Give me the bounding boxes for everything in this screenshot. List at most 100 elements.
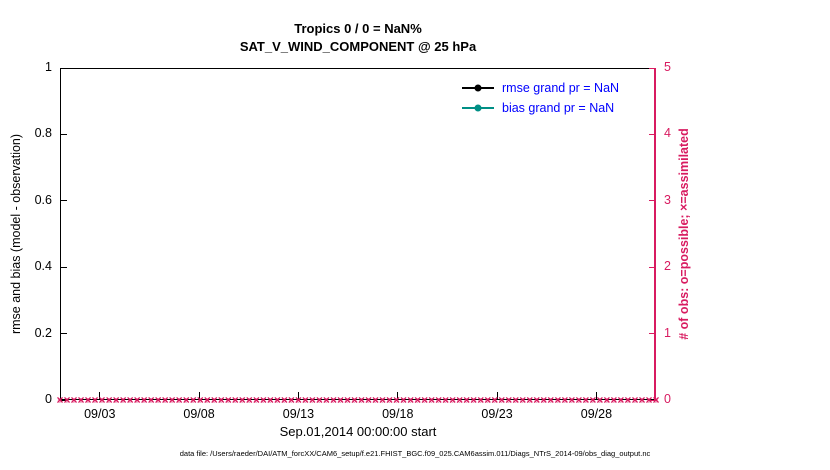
obs-possible-marker: ○ bbox=[281, 395, 288, 405]
obs-possible-marker: ○ bbox=[148, 395, 154, 405]
obs-possible-marker: ○ bbox=[78, 395, 84, 405]
obs-possible-marker: ○ bbox=[351, 395, 358, 405]
obs-assimilated-marker: × bbox=[470, 393, 478, 407]
obs-assimilated-marker: × bbox=[154, 393, 162, 407]
obs-possible-marker: ○ bbox=[625, 395, 631, 405]
obs-possible-marker: ○ bbox=[639, 395, 645, 405]
obs-assimilated-marker: × bbox=[105, 393, 113, 407]
y-axis-right-tick-label: 1 bbox=[664, 325, 671, 340]
obs-assimilated-marker: × bbox=[603, 393, 611, 407]
obs-assimilated-marker: × bbox=[343, 393, 351, 407]
y-axis-left-tick bbox=[61, 133, 67, 135]
y-axis-left-tick-label: 1 bbox=[45, 60, 52, 74]
obs-possible-marker: ○ bbox=[309, 395, 316, 405]
y-axis-left-tick-label: 0 bbox=[45, 392, 52, 406]
y-axis-left-tick-label: 0.6 bbox=[34, 192, 52, 207]
obs-assimilated-marker: × bbox=[322, 393, 330, 407]
obs-assimilated-marker: × bbox=[238, 393, 246, 407]
y-axis-left-tick bbox=[61, 67, 67, 69]
obs-assimilated-marker: × bbox=[512, 393, 520, 407]
obs-assimilated-marker: × bbox=[561, 393, 569, 407]
obs-possible-marker: ○ bbox=[576, 395, 582, 405]
obs-possible-marker: ○ bbox=[155, 395, 161, 405]
obs-possible-marker: ○ bbox=[400, 395, 407, 405]
obs-assimilated-marker: × bbox=[217, 393, 225, 407]
obs-assimilated-marker: × bbox=[400, 393, 408, 407]
obs-assimilated-marker: × bbox=[568, 393, 576, 407]
x-axis-tick bbox=[297, 392, 299, 399]
obs-possible-marker: ○ bbox=[85, 395, 91, 405]
x-axis-tick bbox=[99, 392, 101, 399]
obs-possible-marker: ○ bbox=[176, 395, 182, 405]
y-axis-left-tick-label: 0.4 bbox=[34, 259, 52, 274]
obs-possible-marker: ○ bbox=[57, 395, 63, 405]
obs-possible-marker: ○ bbox=[127, 395, 133, 405]
obs-assimilated-marker: × bbox=[372, 393, 380, 407]
obs-possible-marker: ○ bbox=[463, 395, 470, 405]
y-axis-right-tick-label: 5 bbox=[664, 60, 671, 74]
bias-marker-dot bbox=[474, 104, 482, 112]
obs-assimilated-marker: × bbox=[133, 393, 141, 407]
obs-assimilated-marker: × bbox=[119, 393, 127, 407]
obs-possible-marker: ○ bbox=[246, 395, 253, 405]
obs-possible-marker: ○ bbox=[316, 395, 323, 405]
obs-assimilated-marker: × bbox=[266, 393, 274, 407]
x-axis-tick-label: 09/28 bbox=[580, 407, 613, 421]
obs-assimilated-marker: × bbox=[449, 393, 457, 407]
bias-line-sample bbox=[462, 104, 494, 112]
obs-possible-marker: ○ bbox=[99, 395, 105, 405]
legend-item-bias: bias grand pr = NaN bbox=[462, 98, 619, 118]
obs-possible-marker: ○ bbox=[302, 395, 309, 405]
obs-possible-marker: ○ bbox=[442, 395, 449, 405]
obs-possible-marker: ○ bbox=[590, 395, 596, 405]
obs-possible-marker: ○ bbox=[618, 395, 624, 405]
obs-assimilated-marker: × bbox=[589, 393, 597, 407]
obs-assimilated-marker: × bbox=[161, 393, 169, 407]
obs-assimilated-marker: × bbox=[540, 393, 548, 407]
obs-possible-marker: ○ bbox=[449, 395, 456, 405]
obs-assimilated-marker: × bbox=[428, 393, 436, 407]
obs-assimilated-marker: × bbox=[386, 393, 394, 407]
obs-assimilated-marker: × bbox=[182, 393, 190, 407]
obs-assimilated-marker: × bbox=[456, 393, 464, 407]
y-axis-right-tick bbox=[649, 266, 655, 268]
x-axis-tick-label: 09/08 bbox=[183, 407, 215, 421]
obs-assimilated-marker: × bbox=[547, 393, 555, 407]
obs-possible-marker: ○ bbox=[421, 395, 428, 405]
obs-possible-marker: ○ bbox=[386, 395, 393, 405]
rmse-line-sample bbox=[462, 84, 494, 92]
obs-possible-marker: ○ bbox=[344, 395, 351, 405]
obs-assimilated-marker: × bbox=[617, 393, 625, 407]
y-axis-right-tick-label: 3 bbox=[664, 192, 671, 207]
obs-possible-marker: ○ bbox=[562, 395, 568, 405]
obs-possible-marker: ○ bbox=[435, 395, 442, 405]
obs-possible-marker: ○ bbox=[534, 395, 540, 405]
obs-possible-marker: ○ bbox=[365, 395, 372, 405]
obs-assimilated-marker: × bbox=[196, 393, 204, 407]
obs-assimilated-marker: × bbox=[624, 393, 632, 407]
obs-possible-marker: ○ bbox=[414, 395, 421, 405]
y-axis-left-tick bbox=[61, 333, 67, 335]
right-y-axis-label: # of obs: o=possible; ×=assimilated bbox=[677, 128, 691, 340]
data-file-caption: data file: /Users/raeder/DAI/ATM_forcXX/… bbox=[179, 449, 651, 458]
obs-assimilated-marker: × bbox=[175, 393, 183, 407]
obs-possible-marker: ○ bbox=[492, 395, 498, 405]
x-axis-tick bbox=[397, 392, 399, 399]
x-axis-tick-label: 09/18 bbox=[382, 407, 414, 421]
obs-assimilated-marker: × bbox=[596, 393, 604, 407]
y-axis-left-tick bbox=[61, 266, 67, 268]
obs-assimilated-marker: × bbox=[315, 393, 323, 407]
y-axis-right-tick-label: 4 bbox=[664, 126, 671, 141]
obs-assimilated-marker: × bbox=[126, 393, 134, 407]
obs-possible-marker: ○ bbox=[225, 395, 231, 405]
obs-assimilated-marker: × bbox=[294, 393, 302, 407]
obs-possible-marker: ○ bbox=[330, 395, 337, 405]
obs-assimilated-marker: × bbox=[273, 393, 281, 407]
obs-possible-marker: ○ bbox=[604, 395, 610, 405]
obs-assimilated-marker: × bbox=[484, 393, 492, 407]
obs-assimilated-marker: × bbox=[610, 393, 618, 407]
y-axis-right-tick bbox=[649, 67, 655, 69]
obs-possible-marker: ○ bbox=[393, 395, 400, 405]
x-axis-tick-label: 09/13 bbox=[282, 407, 315, 421]
obs-assimilated-marker: × bbox=[379, 393, 387, 407]
